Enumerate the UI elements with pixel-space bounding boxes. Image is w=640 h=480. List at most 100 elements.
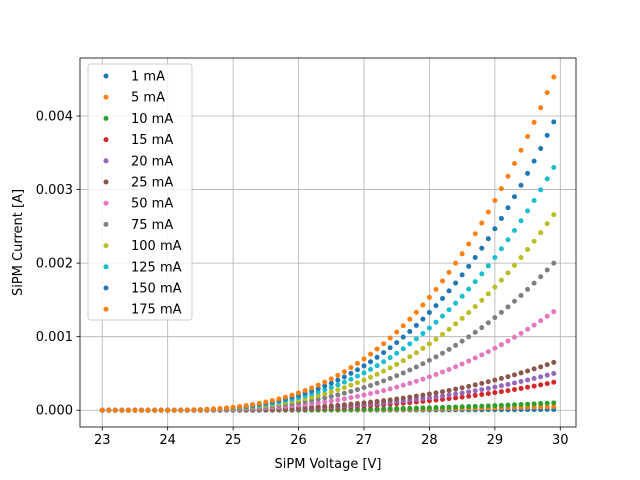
data-point bbox=[472, 254, 478, 260]
data-point bbox=[282, 394, 288, 400]
data-point bbox=[413, 336, 419, 342]
data-point bbox=[551, 370, 557, 376]
data-point bbox=[479, 325, 485, 331]
data-point bbox=[498, 342, 504, 348]
legend-marker bbox=[103, 264, 109, 270]
data-point bbox=[99, 407, 105, 413]
y-tick-label: 0.000 bbox=[36, 404, 73, 419]
data-point bbox=[505, 237, 511, 243]
data-point bbox=[335, 377, 341, 383]
data-point bbox=[479, 403, 485, 409]
data-point bbox=[459, 390, 465, 396]
data-point bbox=[256, 400, 262, 406]
data-point bbox=[446, 269, 452, 275]
legend-marker bbox=[103, 285, 109, 291]
data-point bbox=[420, 361, 426, 367]
data-point bbox=[315, 393, 321, 399]
data-point bbox=[197, 407, 203, 413]
data-point bbox=[413, 393, 419, 399]
data-point bbox=[446, 346, 452, 352]
data-point bbox=[322, 403, 328, 409]
data-point bbox=[394, 350, 400, 356]
data-point bbox=[518, 401, 524, 407]
data-point bbox=[446, 326, 452, 332]
data-point bbox=[525, 326, 531, 332]
data-point bbox=[518, 218, 524, 224]
data-point bbox=[479, 380, 485, 386]
data-point bbox=[413, 309, 419, 315]
data-point bbox=[335, 372, 341, 378]
legend-label: 5 mA bbox=[131, 91, 165, 106]
y-tick-label: 0.002 bbox=[36, 257, 73, 272]
legend-label: 175 mA bbox=[131, 303, 182, 318]
legend-marker bbox=[103, 158, 109, 164]
data-point bbox=[341, 379, 347, 385]
data-point bbox=[184, 407, 190, 413]
data-point bbox=[361, 400, 367, 406]
data-point bbox=[341, 390, 347, 396]
data-point bbox=[492, 315, 498, 321]
legend-marker bbox=[103, 306, 109, 312]
data-point bbox=[505, 304, 511, 310]
data-point bbox=[485, 320, 491, 326]
data-point bbox=[485, 385, 491, 391]
data-point bbox=[322, 399, 328, 405]
data-point bbox=[237, 403, 243, 409]
data-point bbox=[466, 404, 472, 410]
data-point bbox=[296, 390, 302, 396]
legend-marker bbox=[103, 243, 109, 249]
data-point bbox=[335, 387, 341, 393]
data-point bbox=[440, 313, 446, 319]
data-point bbox=[420, 392, 426, 398]
legend-label: 15 mA bbox=[131, 133, 173, 148]
legend-label: 1 mA bbox=[131, 70, 165, 85]
data-point bbox=[511, 160, 517, 166]
data-point bbox=[394, 384, 400, 390]
y-axis-ticks: 0.000 0.001 0.002 0.003 0.004 bbox=[36, 110, 80, 419]
data-point bbox=[335, 402, 341, 408]
data-point bbox=[525, 208, 531, 214]
data-point bbox=[544, 90, 550, 96]
data-point bbox=[440, 404, 446, 410]
data-point bbox=[322, 379, 328, 385]
data-point bbox=[505, 173, 511, 179]
data-point bbox=[387, 365, 393, 371]
data-point bbox=[466, 241, 472, 247]
data-point bbox=[446, 404, 452, 410]
data-point bbox=[525, 401, 531, 407]
data-point bbox=[433, 336, 439, 342]
data-point bbox=[485, 291, 491, 297]
data-point bbox=[459, 385, 465, 391]
legend-marker bbox=[103, 137, 109, 143]
data-point bbox=[498, 383, 504, 389]
data-point bbox=[518, 370, 524, 376]
data-point bbox=[453, 300, 459, 306]
data-point bbox=[492, 198, 498, 204]
data-point bbox=[446, 387, 452, 393]
legend-label: 150 mA bbox=[131, 282, 182, 297]
data-point bbox=[328, 393, 334, 399]
data-point bbox=[518, 182, 524, 188]
data-point bbox=[531, 238, 537, 244]
data-point bbox=[328, 384, 334, 390]
data-point bbox=[407, 341, 413, 347]
data-point bbox=[472, 403, 478, 409]
data-point bbox=[492, 345, 498, 351]
data-point bbox=[433, 286, 439, 292]
data-point bbox=[518, 147, 524, 153]
data-point bbox=[525, 247, 531, 253]
data-point bbox=[381, 406, 387, 412]
data-point bbox=[453, 395, 459, 401]
data-point bbox=[400, 405, 406, 411]
data-point bbox=[354, 387, 360, 393]
data-point bbox=[348, 395, 354, 401]
data-point bbox=[538, 382, 544, 388]
legend-label: 75 mA bbox=[131, 218, 173, 233]
data-point bbox=[289, 392, 295, 398]
data-point bbox=[407, 328, 413, 334]
data-point bbox=[152, 407, 158, 413]
series-11 bbox=[99, 74, 557, 413]
data-point bbox=[204, 406, 210, 412]
data-point bbox=[145, 407, 151, 413]
